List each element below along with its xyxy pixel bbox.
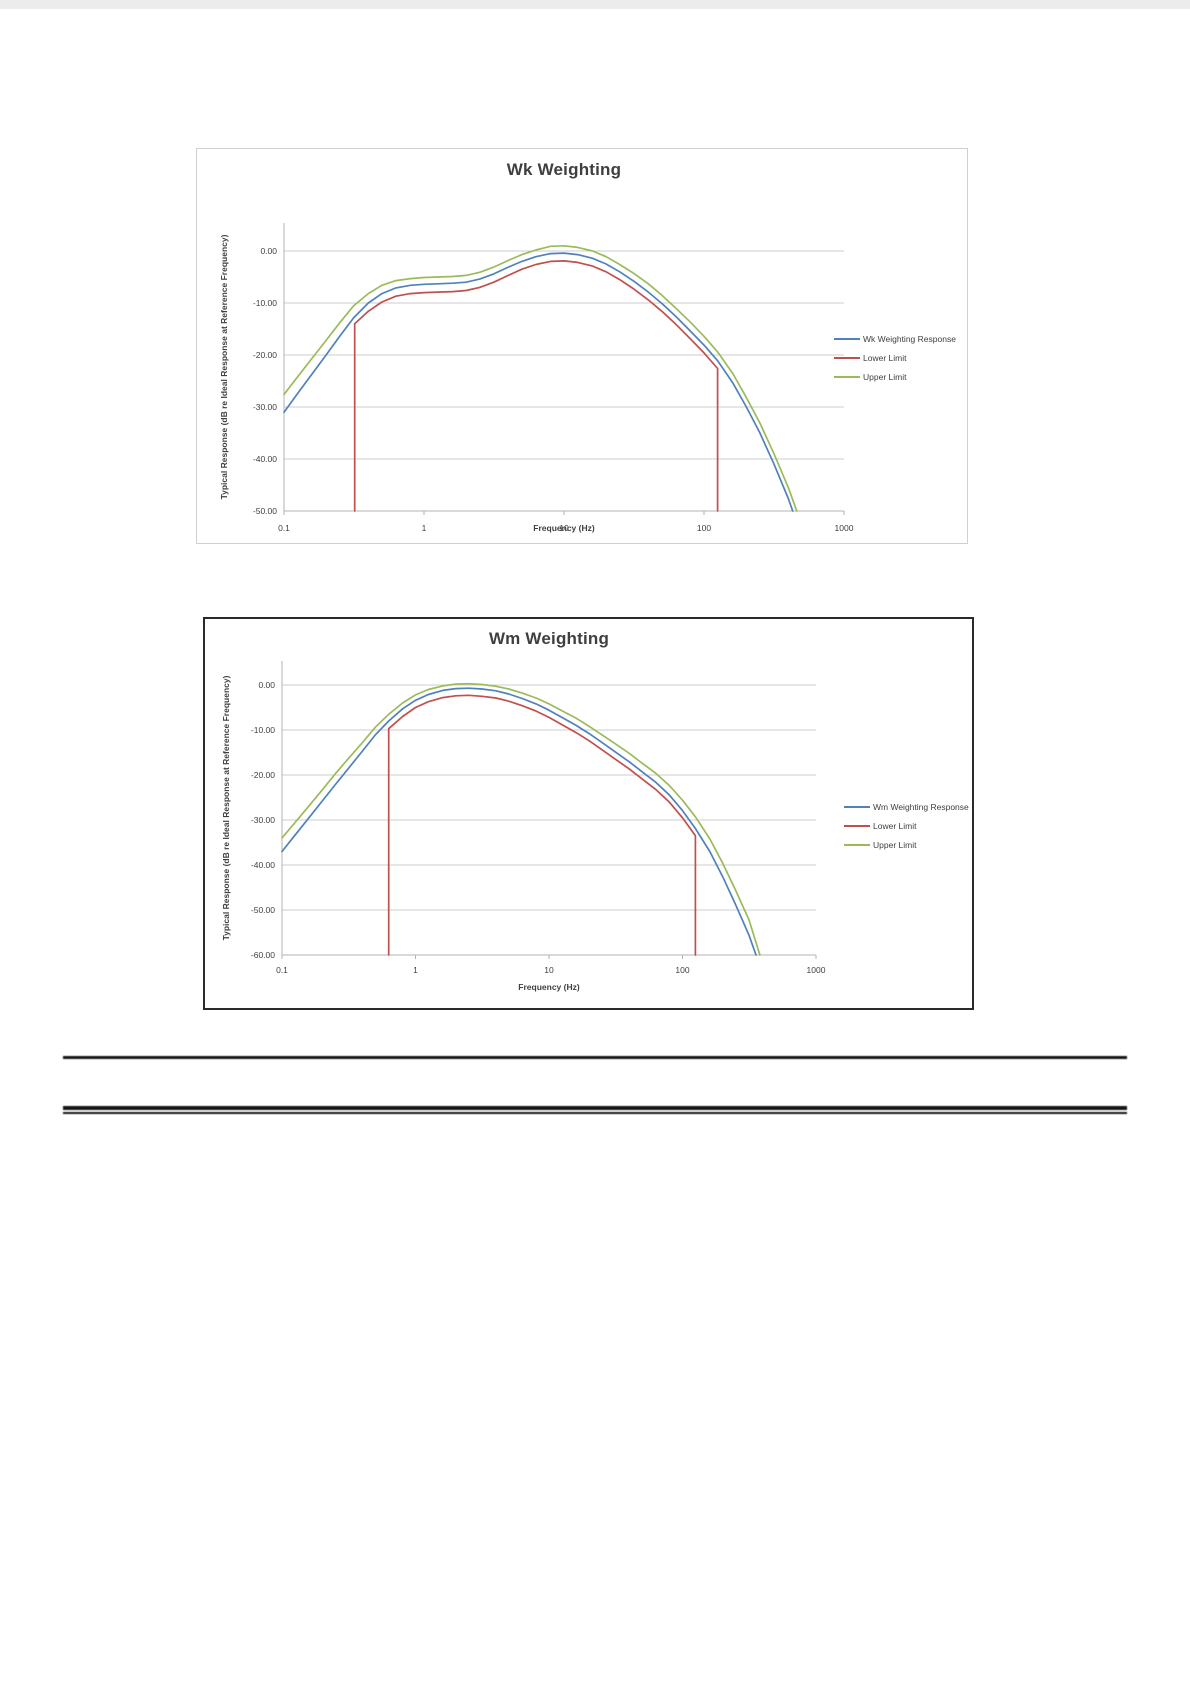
legend-label: Wk Weighting Response [863, 334, 956, 344]
legend-label: Wm Weighting Response [873, 802, 969, 812]
legend-label: Lower Limit [863, 353, 907, 363]
x-tick-label: 1 [413, 965, 418, 975]
y-axis-title: Typical Response (dB re Ideal Response a… [221, 675, 231, 940]
y-tick-label: -40.00 [253, 454, 277, 464]
y-tick-label: -30.00 [251, 815, 275, 825]
y-tick-label: -40.00 [251, 860, 275, 870]
legend-label: Lower Limit [873, 821, 917, 831]
y-tick-label: -30.00 [253, 402, 277, 412]
y-tick-label: -60.00 [251, 950, 275, 960]
x-axis-title: Frequency (Hz) [533, 523, 595, 533]
x-tick-label: 10 [544, 965, 554, 975]
wm-weighting-chart: Wm Weighting 0.00 -10.00 -20.00 -30.00 -40.0… [203, 617, 974, 1010]
wk-weighting-chart: Wk Weighting 0.00 -10.00 -20.00 -30.00 -40.0… [196, 148, 968, 544]
legend-label: Upper Limit [873, 840, 917, 850]
page-top-edge [0, 0, 1190, 9]
series-line-0 [281, 687, 757, 956]
x-tick-label: 10 [559, 523, 569, 533]
y-tick-label: -10.00 [251, 725, 275, 735]
series-line-0 [283, 252, 794, 512]
y-axis-title: Typical Response (dB re Ideal Response a… [219, 234, 229, 499]
x-tick-label: 100 [697, 523, 711, 533]
horizontal-rule-top [63, 1056, 1127, 1059]
legend-label: Upper Limit [863, 372, 907, 382]
series-line-1 [387, 694, 697, 956]
x-tick-label: 1000 [807, 965, 826, 975]
y-tick-label: -20.00 [251, 770, 275, 780]
y-tick-label: -50.00 [251, 905, 275, 915]
x-tick-label: 100 [675, 965, 689, 975]
series-line-1 [353, 260, 719, 512]
y-tick-label: 0.00 [258, 680, 275, 690]
chart-title: Wk Weighting [506, 160, 622, 179]
x-tick-label: 1 [422, 523, 427, 533]
series-line-2 [283, 244, 798, 512]
y-tick-label: -20.00 [253, 350, 277, 360]
y-tick-label: 0.00 [260, 246, 277, 256]
x-tick-label: 1000 [835, 523, 854, 533]
y-tick-label: -50.00 [253, 506, 277, 516]
wm-weighting-plot: 0.00 -10.00 -20.00 -30.00 -40.00 -50.00 -60.00… [221, 661, 969, 992]
wk-weighting-plot: 0.00 -10.00 -20.00 -30.00 -40.00 -50.000.1 1 10… [219, 223, 956, 533]
x-tick-label: 0.1 [278, 523, 290, 533]
chart-title: Wm Weighting [488, 629, 610, 648]
x-axis-title: Frequency (Hz) [518, 982, 580, 992]
series-line-2 [281, 682, 761, 956]
y-tick-label: -10.00 [253, 298, 277, 308]
x-tick-label: 0.1 [276, 965, 288, 975]
horizontal-rule-bottom [63, 1106, 1127, 1114]
